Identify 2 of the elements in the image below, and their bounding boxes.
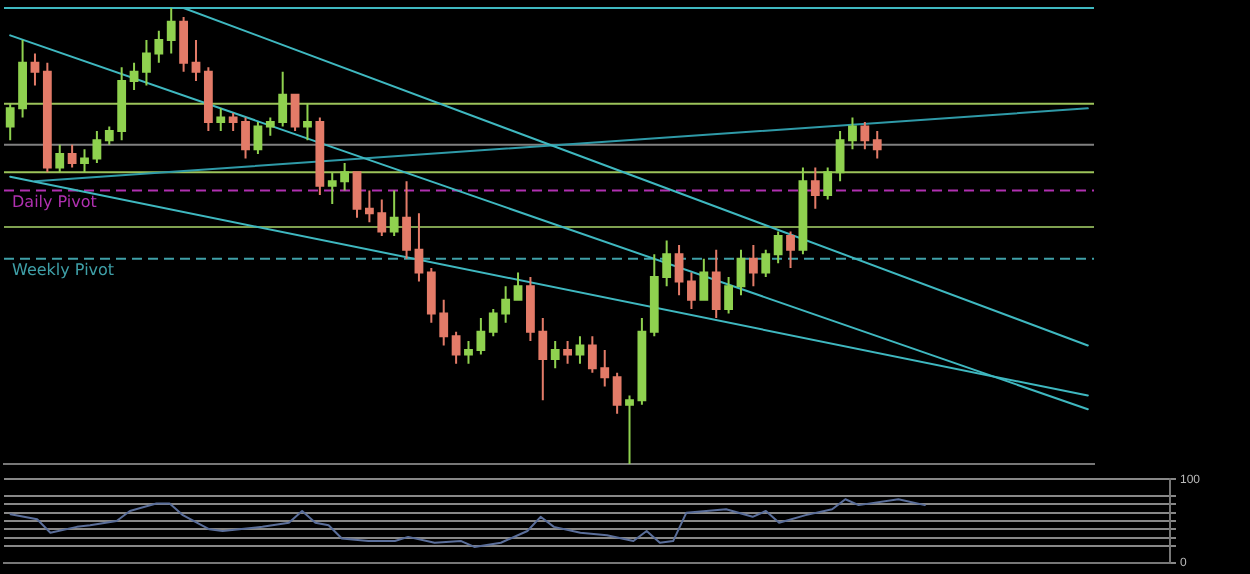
ref-line-label: Weekly Pivot xyxy=(12,260,115,279)
ref-line-label: Daily Pivot xyxy=(12,192,97,211)
